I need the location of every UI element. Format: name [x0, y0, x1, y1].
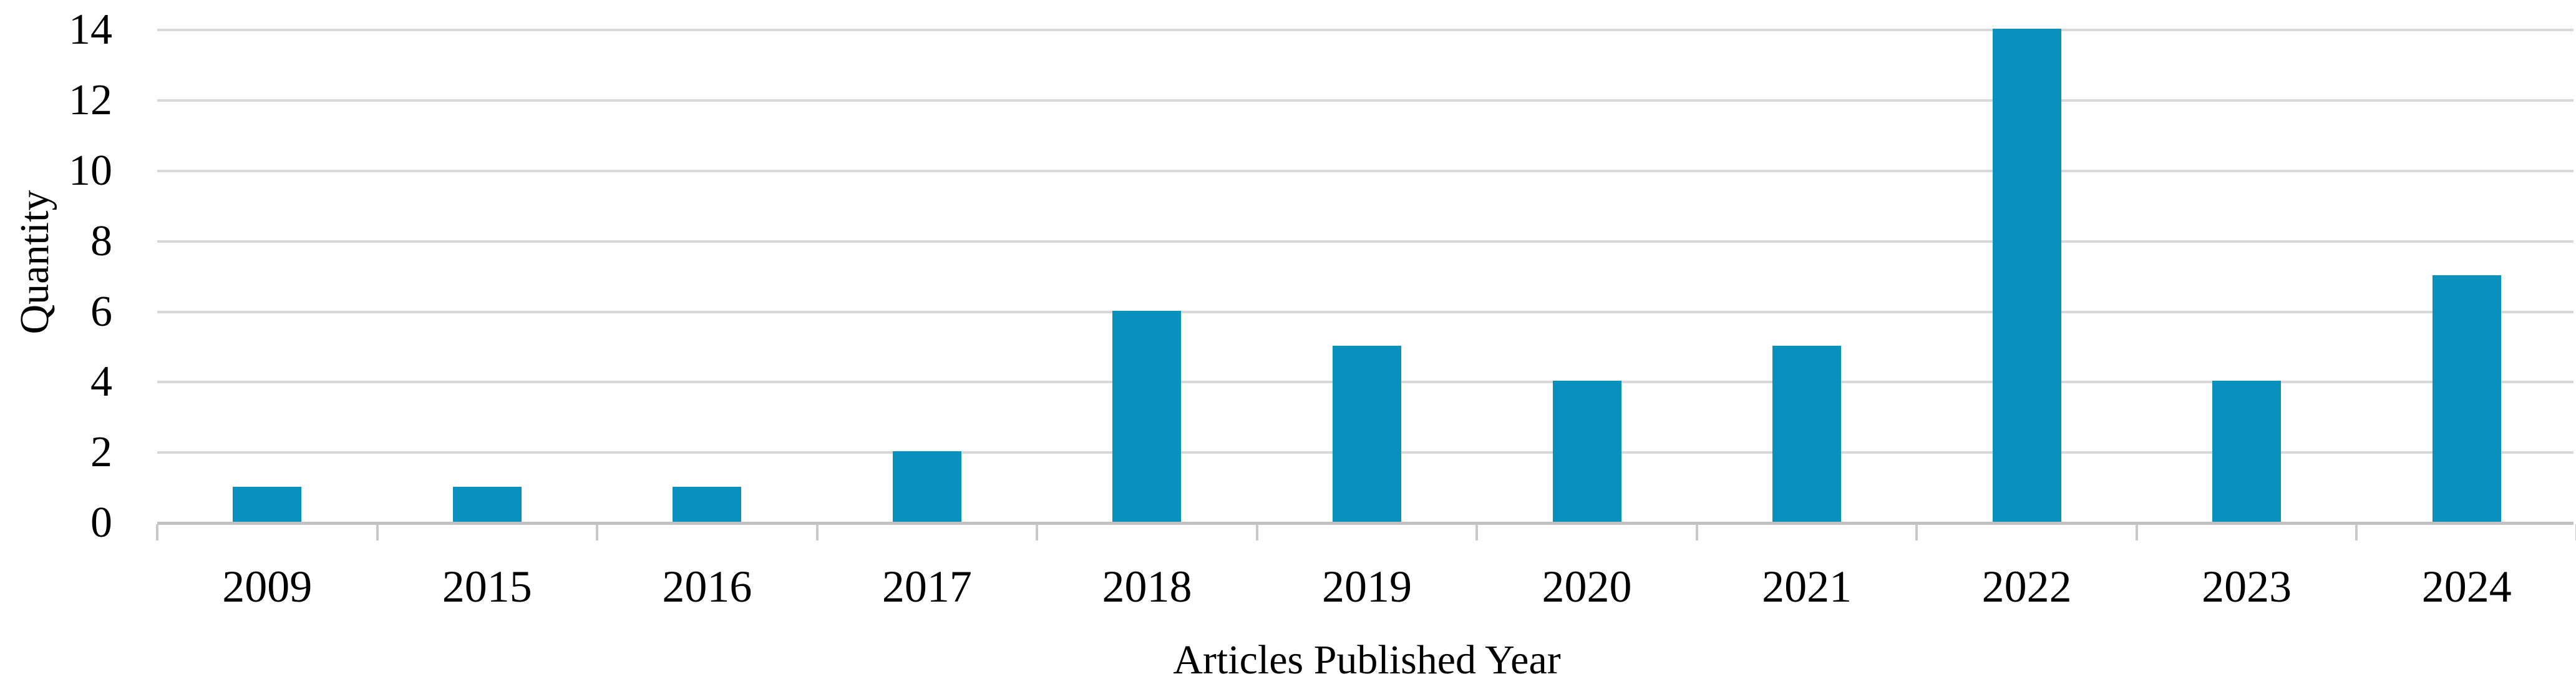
x-tick-label-2019: 2019 [1321, 562, 1412, 612]
x-axis-tick-mark [1036, 524, 1039, 540]
x-axis-tick-mark [156, 524, 158, 540]
x-tick-label-2023: 2023 [2202, 562, 2292, 612]
x-tick-label-2009: 2009 [222, 562, 313, 612]
x-tick-label-2015: 2015 [442, 562, 532, 612]
x-axis-line [157, 522, 2574, 525]
bar-2022 [1992, 29, 2061, 522]
x-tick-label-2016: 2016 [662, 562, 752, 612]
x-tick-label-2024: 2024 [2421, 562, 2512, 612]
x-axis-tick-mark [376, 524, 379, 540]
x-tick-label-2018: 2018 [1102, 562, 1192, 612]
x-tick-label-2022: 2022 [1981, 562, 2072, 612]
x-axis-tick-mark [1475, 524, 1479, 540]
bar-2017 [892, 451, 961, 522]
gridline-y-12 [157, 99, 2574, 102]
y-tick-label: 12 [69, 76, 112, 125]
y-tick-label: 14 [69, 6, 112, 54]
y-tick-label: 0 [90, 499, 112, 547]
x-axis-tick-mark [1695, 524, 1698, 540]
gridline-y-14 [157, 29, 2574, 32]
gridline-y-6 [157, 310, 2574, 313]
bar-2024 [2432, 275, 2501, 522]
bar-2016 [673, 486, 742, 522]
x-axis-tick-mark [1915, 524, 1918, 540]
x-axis-tick-mark [2355, 524, 2358, 540]
x-axis-title: Articles Published Year [1173, 637, 1561, 683]
bar-2020 [1552, 381, 1621, 522]
x-axis-tick-mark [1255, 524, 1258, 540]
bar-2015 [452, 486, 522, 522]
y-tick-label: 10 [69, 147, 112, 195]
x-axis-tick-mark [596, 524, 599, 540]
bar-2023 [2212, 381, 2282, 522]
bar-2009 [233, 486, 302, 522]
x-tick-label-2021: 2021 [1762, 562, 1852, 612]
x-tick-label-2020: 2020 [1542, 562, 1632, 612]
bar-2019 [1333, 346, 1401, 522]
y-tick-label: 6 [90, 287, 112, 336]
x-axis-tick-mark [2135, 524, 2138, 540]
gridline-y-8 [157, 240, 2574, 243]
bar-2018 [1112, 310, 1182, 522]
bar-2021 [1772, 346, 1842, 522]
x-axis-tick-mark [815, 524, 819, 540]
gridline-y-10 [157, 170, 2574, 172]
y-tick-label: 8 [90, 217, 112, 265]
y-tick-label: 2 [90, 428, 112, 477]
x-tick-label-2017: 2017 [882, 562, 972, 612]
y-tick-label: 4 [90, 358, 112, 406]
